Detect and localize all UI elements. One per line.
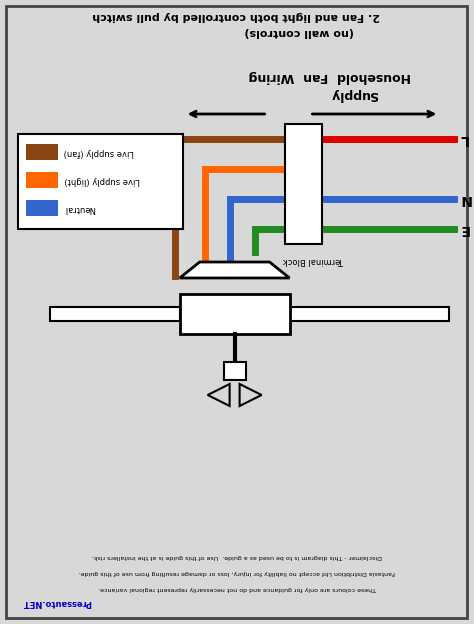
- Text: (no wall controls): (no wall controls): [245, 27, 355, 37]
- Text: Neutral: Neutral: [64, 203, 95, 213]
- Text: E: E: [459, 222, 469, 236]
- Text: L1: L1: [298, 135, 310, 144]
- Bar: [284, 124, 322, 244]
- Text: 2. Fan and light both controlled by pull switch: 2. Fan and light both controlled by pull…: [93, 11, 381, 21]
- Bar: [26, 144, 58, 160]
- Text: L2: L2: [298, 165, 310, 173]
- Polygon shape: [180, 262, 290, 278]
- Text: Household  Fan  Wiring: Household Fan Wiring: [248, 69, 410, 82]
- Text: N: N: [459, 192, 471, 206]
- Text: Fantasia Distribtion Ltd accept no liability for injury, loss or damage resultin: Fantasia Distribtion Ltd accept no liabi…: [78, 570, 395, 575]
- Text: These colours are only for guidance and do not necessarily represent regional va: These colours are only for guidance and …: [98, 585, 375, 590]
- Bar: [290, 307, 449, 321]
- Bar: [50, 307, 180, 321]
- Text: Supply: Supply: [330, 87, 378, 100]
- Text: Terminal Block: Terminal Block: [283, 256, 344, 265]
- Text: Pressauto.NET: Pressauto.NET: [22, 598, 91, 607]
- Bar: [26, 172, 58, 188]
- Text: N: N: [300, 195, 307, 203]
- Text: Live supply (light): Live supply (light): [64, 175, 139, 185]
- Text: L: L: [459, 132, 468, 146]
- Bar: [26, 200, 58, 216]
- Bar: [180, 294, 290, 334]
- Bar: [18, 134, 182, 229]
- Text: Disclaimer - This diagram is to be used as a guide.  Use of this guide is at the: Disclaimer - This diagram is to be used …: [91, 553, 382, 558]
- Text: Live supply (fan): Live supply (fan): [64, 147, 134, 157]
- Text: E: E: [301, 225, 307, 233]
- Bar: [224, 362, 246, 380]
